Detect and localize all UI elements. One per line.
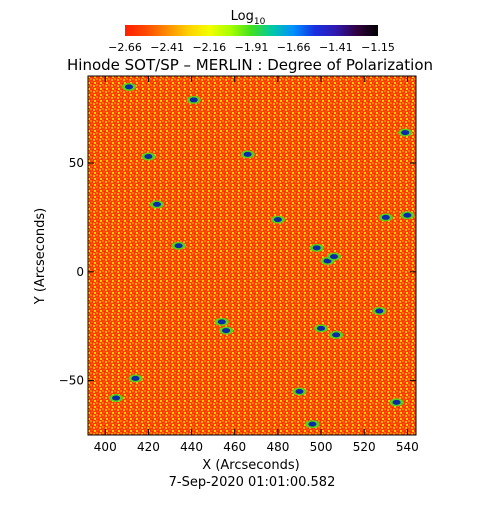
polarization-patch [308, 421, 317, 427]
x-tick-label: 420 [137, 440, 160, 454]
x-tick-label: 480 [266, 440, 289, 454]
x-axis: 400 420 440 460 480 500 520 540 [94, 76, 419, 454]
x-tick-label: 440 [180, 440, 203, 454]
polarization-patch [273, 217, 282, 223]
y-axis: −50 0 50 [59, 156, 416, 388]
polarization-patch [403, 212, 412, 218]
y-tick-label: −50 [59, 374, 84, 388]
polarization-patch [174, 243, 183, 249]
colorbar [125, 25, 378, 36]
x-tick-label: 500 [310, 440, 333, 454]
polarization-patch [317, 325, 326, 331]
polarization-patch [153, 201, 162, 207]
x-axis-label: X (Arcseconds) [202, 458, 299, 473]
y-tick-label: 0 [76, 265, 84, 279]
timestamp: 7-Sep-2020 01:01:00.582 [169, 475, 336, 490]
polarization-patch [332, 332, 341, 338]
plot-frame [87, 75, 417, 436]
y-axis-label: Y (Arcseconds) [33, 208, 48, 305]
colorbar-tick-label: −1.41 [319, 41, 353, 54]
chart-title: Hinode SOT/SP – MERLIN : Degree of Polar… [67, 56, 433, 74]
heatmap-area [87, 75, 417, 436]
polarization-patch [189, 97, 198, 103]
polarization-patch [312, 245, 321, 251]
polarization-patch [125, 84, 133, 90]
polarization-patch [392, 399, 401, 405]
polarization-patch [217, 319, 226, 325]
polarization-patch [112, 395, 121, 401]
polarization-patch [375, 308, 384, 314]
colorbar-tick-label: −1.66 [277, 41, 311, 54]
polarization-patch [295, 388, 304, 394]
x-tick-label: 540 [396, 440, 419, 454]
polarization-patch [381, 214, 390, 220]
colorbar-tick-label: −2.66 [108, 41, 142, 54]
polarization-patch [323, 258, 332, 264]
y-tick-label: 50 [69, 156, 84, 170]
colorbar-ticks: −2.66 −2.41 −2.16 −1.91 −1.66 −1.41 −1.15 [108, 41, 395, 54]
colorbar-tick-label: −1.91 [235, 41, 269, 54]
x-tick-label: 400 [94, 440, 117, 454]
colorbar-tick-label: −1.15 [361, 41, 395, 54]
colorbar-tick-label: −2.16 [192, 41, 226, 54]
x-tick-label: 520 [353, 440, 376, 454]
heatmap-background [88, 76, 416, 435]
x-tick-label: 460 [223, 440, 246, 454]
polarization-patch [144, 154, 153, 160]
colorbar-label: Log10 [231, 9, 266, 27]
colorbar-tick-label: −2.41 [150, 41, 184, 54]
polarization-patch [131, 375, 140, 381]
polarization-patch [222, 328, 231, 334]
polarization-patch [330, 254, 338, 260]
polarization-patch [401, 130, 410, 136]
polarization-patch [243, 151, 252, 157]
